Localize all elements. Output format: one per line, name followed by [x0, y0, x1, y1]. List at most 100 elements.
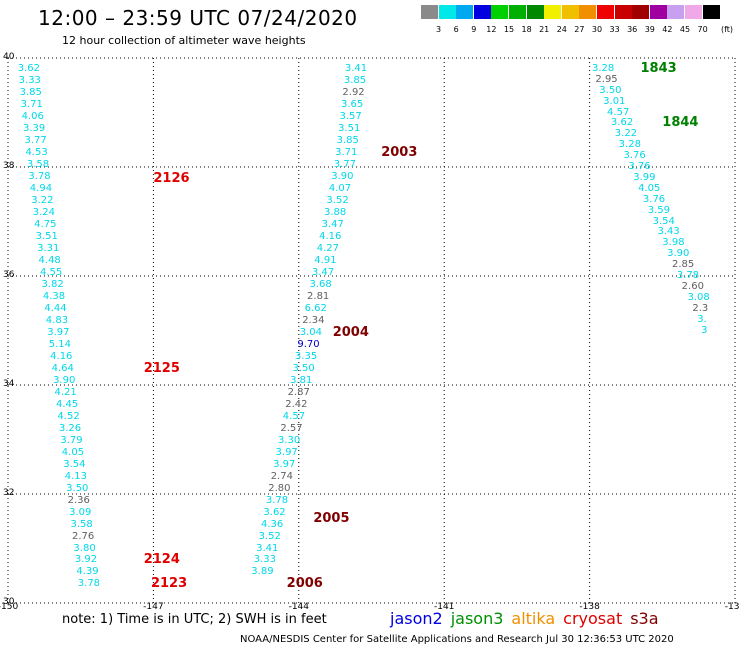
latitude-label: 38 [3, 161, 15, 171]
swh-value: 3.62 [263, 506, 286, 518]
swh-value: 3.71 [20, 98, 43, 110]
swh-value: 3.43 [657, 226, 680, 238]
swh-value: 4.39 [76, 566, 99, 578]
latitude-label: 36 [3, 270, 15, 280]
swh-value: 3.04 [299, 326, 323, 338]
swh-value: 3.97 [275, 446, 298, 458]
swh-value: 3.41 [256, 542, 279, 554]
swh-value: 3.97 [47, 326, 70, 338]
swh-value: 3.50 [292, 362, 315, 374]
colorbar-swatch [421, 5, 438, 19]
colorbar-swatch [561, 5, 579, 19]
swh-value: 4.21 [54, 386, 77, 398]
swh-value: 3.33 [253, 554, 276, 566]
swh-value: 2.36 [67, 494, 90, 506]
swh-value: 4.05 [61, 446, 85, 458]
units-note: note: 1) Time is in UTC; 2) SWH is in fe… [62, 612, 327, 627]
swh-value: 4.57 [607, 106, 630, 118]
swh-value: 2.92 [342, 86, 365, 98]
swh-value: 3.78 [77, 578, 101, 590]
swh-value: 3.52 [258, 530, 281, 542]
swh-value: 3.31 [37, 242, 60, 254]
pass-time-label: 2005 [313, 510, 350, 526]
pass-time-label: 2126 [153, 170, 190, 186]
swh-value: 4.57 [282, 410, 306, 422]
swh-value: 4.44 [44, 302, 67, 314]
swh-value: 4.45 [55, 398, 79, 410]
colorbar-label: 9 [471, 25, 477, 34]
swh-value: 3.92 [74, 554, 98, 566]
swh-value: 3.77 [333, 158, 356, 170]
swh-value: 3.39 [23, 122, 46, 134]
colorbar-swatch [456, 5, 474, 19]
swh-value: 2.81 [307, 290, 330, 302]
swh-value: 2.76 [71, 530, 95, 542]
swh-value: 3.58 [26, 158, 50, 170]
swh-value: 4.16 [50, 350, 73, 362]
colorbar-label: 33 [609, 25, 620, 34]
colorbar-swatch [702, 5, 720, 19]
swh-value: 4.52 [57, 410, 80, 422]
swh-value: 5.14 [48, 338, 71, 350]
satellite-legend: jason2 jason3 altika cryosat s3a [390, 609, 667, 628]
swh-value: 3.47 [311, 266, 335, 278]
swh-value: 3.76 [628, 161, 651, 172]
colorbar-swatch [526, 5, 544, 19]
swh-value: 3.79 [60, 434, 83, 446]
map-title: 12:00 – 23:59 UTC 07/24/2020 [38, 6, 358, 30]
swh-value: 4.16 [319, 230, 342, 242]
swh-value: 3.28 [592, 62, 615, 74]
colorbar-label: 21 [539, 25, 550, 34]
swh-value: 4.06 [21, 110, 44, 122]
swh-value: 3 [701, 324, 708, 336]
map-subtitle: 12 hour collection of altimeter wave hei… [62, 34, 306, 47]
colorbar-swatch [509, 5, 526, 19]
swh-value: 2.87 [287, 386, 310, 398]
pass-time-label: 2125 [143, 360, 180, 376]
longitude-label: -150 [0, 602, 19, 612]
swh-value: 3.47 [321, 218, 344, 230]
swh-value: 3.99 [633, 171, 656, 183]
longitude-label: -141 [433, 602, 455, 612]
longitude-label: -144 [288, 602, 310, 612]
swh-value: 3.24 [32, 206, 55, 218]
swh-value: 9.70 [297, 338, 320, 350]
latitude-label: 30 [3, 597, 15, 607]
swh-value: 4.91 [314, 254, 337, 266]
colorbar-swatch [685, 5, 702, 19]
latitude-label: 40 [3, 52, 15, 62]
swh-value: 4.27 [316, 242, 339, 254]
swh-value: 3.85 [336, 134, 359, 146]
swh-value: 3.54 [652, 215, 675, 227]
colorbar-label: 39 [644, 25, 655, 34]
pass-time-label: 2123 [150, 576, 188, 592]
swh-value: 3.50 [599, 84, 622, 96]
colorbar-swatch [473, 5, 491, 19]
satellite-legend-item: altika [511, 609, 556, 628]
swh-value: 3.65 [340, 98, 364, 110]
swh-value: 4.94 [29, 182, 53, 194]
swh-value: 3.09 [69, 506, 92, 518]
colorbar-label: 45 [679, 25, 691, 34]
satellite-legend-item: cryosat [563, 609, 623, 628]
longitude-label: -147 [143, 602, 164, 612]
colorbar-label: 6 [453, 25, 459, 34]
pass-time-label: 2004 [332, 324, 369, 340]
swh-value: 3.88 [324, 206, 347, 218]
pass-time-label: 2006 [286, 576, 323, 592]
colorbar-label: 18 [521, 25, 532, 34]
swh-value: 2.34 [302, 314, 325, 326]
colorbar-label: 36 [627, 25, 638, 34]
swh-value: 3.78 [676, 270, 700, 281]
colorbar-swatch [579, 5, 597, 19]
swh-value: 3.82 [41, 278, 64, 290]
pass-time-label: 2003 [381, 144, 418, 160]
swh-value: 2.60 [681, 280, 704, 292]
colorbar-swatch [614, 5, 632, 19]
swh-value: 2.3 [692, 302, 709, 314]
colorbar-label: 30 [591, 25, 603, 34]
pass-time-label: 1844 [662, 115, 699, 131]
swh-value: 4.64 [51, 362, 74, 374]
